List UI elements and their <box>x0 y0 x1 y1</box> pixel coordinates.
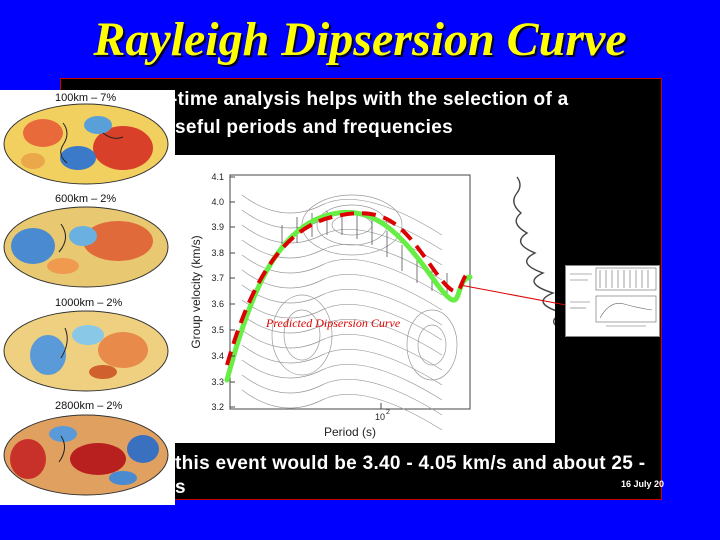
map-label-600km: 600km – 2% <box>55 193 117 205</box>
dispersion-plot: 4.1 4.0 3.9 3.8 3.7 3.6 3.5 3.4 3.3 3.2 … <box>172 155 583 443</box>
y-tick-label: 3.6 <box>211 299 224 309</box>
map-label-1000km: 1000km – 2% <box>55 297 123 309</box>
contour-lines <box>241 194 458 431</box>
panel-text-line-4: s <box>175 477 186 498</box>
inset-figure <box>565 265 660 337</box>
map-image-100km <box>3 103 169 185</box>
map-image-1000km <box>3 310 169 392</box>
map-label-2800km: 2800km – 2% <box>55 400 123 412</box>
inset-figure-canvas <box>570 267 657 327</box>
tomography-maps: 100km – 7% 600km – 2% 1000km – 2% 2800km… <box>0 90 175 505</box>
y-tick-label: 3.2 <box>211 402 224 412</box>
slide-date: 16 July 20 <box>621 479 665 489</box>
x-tick-label: 10 <box>375 412 385 422</box>
panel-text-line-3: this event would be 3.40 - 4.05 km/s and… <box>175 453 646 474</box>
x-axis-label: Period (s) <box>324 425 376 439</box>
dispersion-plot-canvas: 4.1 4.0 3.9 3.8 3.7 3.6 3.5 3.4 3.3 3.2 … <box>189 172 583 439</box>
map-image-2800km <box>3 414 169 496</box>
y-tick-label: 3.9 <box>211 222 224 232</box>
y-tick-label: 3.5 <box>211 325 224 335</box>
y-tick-label: 3.3 <box>211 377 224 387</box>
x-tick-exponent: 2 <box>386 409 390 416</box>
panel-text-line-2: seful periods and frequencies <box>175 117 453 138</box>
measured-curve <box>224 209 473 383</box>
y-tick-label: 3.8 <box>211 248 224 258</box>
slide-title: Rayleigh Dipsersion Curve <box>93 13 627 66</box>
inset-connector-line <box>459 284 567 306</box>
y-ticks <box>230 176 382 409</box>
y-tick-label: 3.4 <box>211 351 224 361</box>
y-tick-label: 4.1 <box>211 172 224 182</box>
y-axis-label: Group velocity (km/s) <box>189 235 203 348</box>
map-image-600km <box>3 206 169 288</box>
predicted-curve <box>225 211 471 366</box>
y-tick-label: 4.0 <box>211 197 224 207</box>
y-tick-label: 3.7 <box>211 273 224 283</box>
panel-text-line-1: -time analysis helps with the selection … <box>171 89 569 110</box>
predicted-curve-annotation: Predicted Dipsersion Curve <box>265 316 401 330</box>
map-label-100km: 100km – 7% <box>55 92 117 104</box>
